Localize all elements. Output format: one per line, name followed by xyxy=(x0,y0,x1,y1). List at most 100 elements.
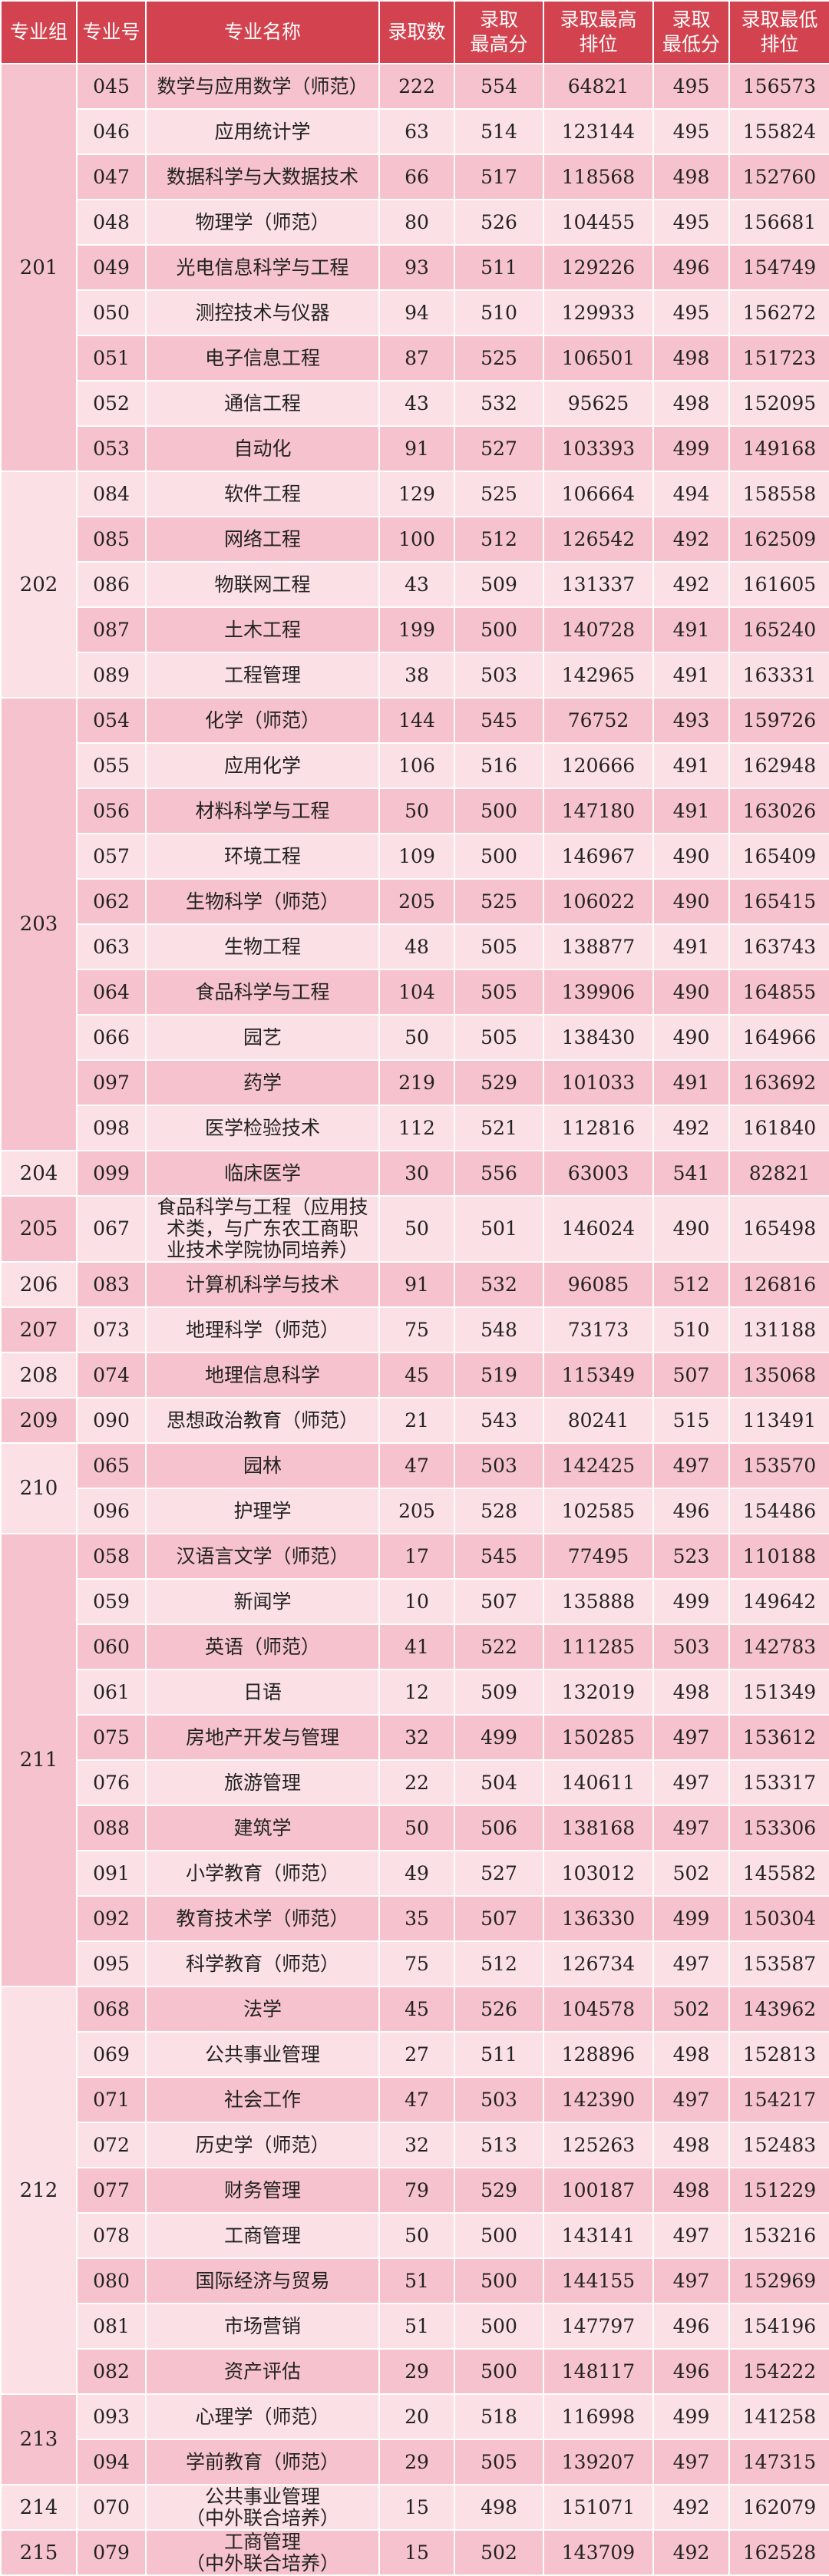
name-cell: 物联网工程 xyxy=(145,561,380,608)
code-cell: 068 xyxy=(76,1986,147,2033)
table-row: 098 医学检验技术 112 521 112816 492 161840 xyxy=(1,1105,829,1151)
count-cell: 112 xyxy=(378,1105,455,1151)
min-score-cell: 497 xyxy=(652,2439,730,2485)
count-cell: 91 xyxy=(378,1261,455,1308)
code-cell: 061 xyxy=(76,1669,147,1716)
name-cell: 软件工程 xyxy=(145,471,380,517)
code-cell: 085 xyxy=(76,516,147,563)
table-row: 095 科学教育（师范） 75 512 126734 497 153587 xyxy=(1,1940,829,1987)
min-rank-cell: 143962 xyxy=(728,1986,829,2033)
min-score-cell: 490 xyxy=(652,833,730,880)
group-cell: 208 xyxy=(0,1352,78,1399)
name-cell: 工商管理 xyxy=(145,2212,380,2259)
min-rank-cell: 162079 xyxy=(728,2484,829,2531)
max-score-cell: 525 xyxy=(454,335,544,381)
table-row: 088 建筑学 50 506 138168 497 153306 xyxy=(1,1805,829,1851)
name-cell: 房地产开发与管理 xyxy=(145,1714,380,1761)
count-cell: 17 xyxy=(378,1533,455,1580)
count-cell: 41 xyxy=(378,1623,455,1670)
code-cell: 070 xyxy=(76,2484,147,2531)
table-row: 047 数据科学与大数据技术 66 517 118568 498 152760 xyxy=(1,154,829,200)
min-score-cell: 492 xyxy=(652,516,730,563)
name-cell: 食品科学与工程（应用技 术类，与广东农工商职 业技术学院协同培养） xyxy=(145,1195,380,1263)
name-cell: 国际经济与贸易 xyxy=(145,2257,380,2304)
count-cell: 79 xyxy=(378,2167,455,2214)
min-score-cell: 491 xyxy=(652,923,730,970)
min-rank-cell: 145582 xyxy=(728,1850,829,1897)
max-score-cell: 509 xyxy=(454,1669,544,1716)
name-cell: 地理科学（师范） xyxy=(145,1306,380,1353)
code-cell: 069 xyxy=(76,2031,147,2078)
min-score-cell: 498 xyxy=(652,2122,730,2168)
min-rank-cell: 165409 xyxy=(728,833,829,880)
min-score-cell: 497 xyxy=(652,1759,730,1806)
max-rank-cell: 95625 xyxy=(543,380,654,427)
code-cell: 092 xyxy=(76,1895,147,1942)
min-score-cell: 498 xyxy=(652,1669,730,1716)
min-score-cell: 498 xyxy=(652,2031,730,2078)
min-score-cell: 492 xyxy=(652,2529,730,2576)
header-max-score: 录取 最高分 xyxy=(454,0,544,64)
min-score-cell: 499 xyxy=(652,2393,730,2440)
max-score-cell: 526 xyxy=(454,1986,544,2033)
min-rank-cell: 162948 xyxy=(728,742,829,789)
count-cell: 32 xyxy=(378,2122,455,2168)
name-cell: 材料科学与工程 xyxy=(145,788,380,834)
min-rank-cell: 164966 xyxy=(728,1014,829,1061)
code-cell: 087 xyxy=(76,606,147,653)
table-row: 076 旅游管理 22 504 140611 497 153317 xyxy=(1,1759,829,1806)
min-score-cell: 503 xyxy=(652,1623,730,1670)
min-rank-cell: 155824 xyxy=(728,108,829,155)
max-score-cell: 506 xyxy=(454,1805,544,1851)
code-cell: 059 xyxy=(76,1578,147,1625)
name-cell: 教育技术学（师范） xyxy=(145,1895,380,1942)
count-cell: 94 xyxy=(378,289,455,336)
min-score-cell: 491 xyxy=(652,1059,730,1106)
count-cell: 87 xyxy=(378,335,455,381)
max-rank-cell: 77495 xyxy=(543,1533,654,1580)
table-row: 208 074 地理信息科学 45 519 115349 507 135068 xyxy=(0,1352,829,1399)
code-cell: 084 xyxy=(76,471,147,517)
code-cell: 091 xyxy=(76,1850,147,1897)
code-cell: 046 xyxy=(76,108,147,155)
max-score-cell: 545 xyxy=(454,697,544,744)
table-row: 061 日语 12 509 132019 498 151349 xyxy=(1,1669,829,1716)
count-cell: 50 xyxy=(378,1195,455,1263)
code-cell: 078 xyxy=(76,2212,147,2259)
min-score-cell: 496 xyxy=(652,2303,730,2350)
count-cell: 38 xyxy=(378,652,455,698)
table-row: 215 079 工商管理 （中外联合培养） 15 502 143709 492 162528 xyxy=(0,2529,829,2576)
max-score-cell: 532 xyxy=(454,1261,544,1308)
name-cell: 光电信息科学与工程 xyxy=(145,244,380,291)
table-row: 048 物理学（师范） 80 526 104455 495 156681 xyxy=(1,199,829,246)
max-rank-cell: 138168 xyxy=(543,1805,654,1851)
min-rank-cell: 156573 xyxy=(728,63,829,110)
table-row: 055 应用化学 106 516 120666 491 162948 xyxy=(1,742,829,789)
name-cell: 计算机科学与技术 xyxy=(145,1261,380,1308)
min-score-cell: 497 xyxy=(652,2076,730,2123)
min-rank-cell: 165240 xyxy=(728,606,829,653)
name-cell: 工程管理 xyxy=(145,652,380,698)
max-rank-cell: 116998 xyxy=(543,2393,654,2440)
code-cell: 056 xyxy=(76,788,147,834)
count-cell: 104 xyxy=(378,969,455,1016)
min-rank-cell: 149642 xyxy=(728,1578,829,1625)
min-score-cell: 491 xyxy=(652,788,730,834)
count-cell: 51 xyxy=(378,2303,455,2350)
min-rank-cell: 153216 xyxy=(728,2212,829,2259)
min-score-cell: 497 xyxy=(652,1940,730,1987)
max-score-cell: 512 xyxy=(454,516,544,563)
table-row: 072 历史学（师范） 32 513 125263 498 152483 xyxy=(1,2122,829,2168)
count-cell: 93 xyxy=(378,244,455,291)
min-rank-cell: 159726 xyxy=(728,697,829,744)
count-cell: 45 xyxy=(378,1352,455,1399)
max-score-cell: 554 xyxy=(454,63,544,110)
name-cell: 园林 xyxy=(145,1442,380,1489)
count-cell: 50 xyxy=(378,2212,455,2259)
name-cell: 化学（师范） xyxy=(145,697,380,744)
count-cell: 129 xyxy=(378,471,455,517)
min-rank-cell: 163026 xyxy=(728,788,829,834)
max-rank-cell: 104578 xyxy=(543,1986,654,2033)
max-rank-cell: 126542 xyxy=(543,516,654,563)
name-cell: 应用统计学 xyxy=(145,108,380,155)
